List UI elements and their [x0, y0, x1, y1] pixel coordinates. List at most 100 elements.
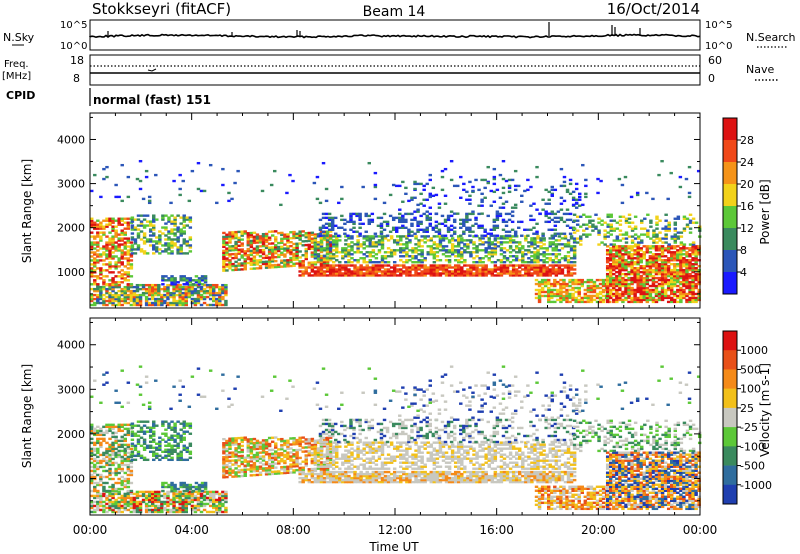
power-cell: [173, 242, 177, 245]
power-cell: [114, 219, 118, 222]
power-cell: [655, 215, 659, 218]
power-cell: [190, 297, 195, 301]
power-cell: [670, 288, 674, 292]
power-cell: [691, 298, 695, 302]
power-cell: [225, 237, 229, 240]
power-cell: [246, 234, 251, 237]
power-cell: [114, 261, 118, 264]
power-cell: [438, 243, 443, 246]
power-cell: [621, 264, 625, 268]
power-cell: [645, 270, 650, 274]
power-cell: [426, 268, 430, 271]
power-cell: [255, 253, 260, 256]
power-cell: [527, 264, 531, 267]
power-cell: [475, 245, 479, 248]
power-cell: [117, 285, 121, 289]
colorbar-swatch: [723, 272, 737, 295]
power-cell: [405, 268, 409, 271]
power-cell: [316, 243, 321, 246]
power-cell: [472, 272, 476, 275]
power-cell: [566, 274, 571, 277]
power-cell: [188, 236, 193, 239]
power-cell: [584, 178, 588, 182]
power-cell: [126, 239, 131, 242]
power-cell: [155, 218, 159, 221]
power-cell: [356, 249, 360, 252]
power-cell: [417, 274, 421, 277]
power-cell: [212, 289, 216, 293]
power-cell: [173, 220, 177, 223]
velocity-cell: [108, 429, 112, 433]
power-cell: [609, 213, 613, 216]
power-cell: [589, 294, 594, 298]
power-cell: [660, 261, 665, 264]
power-cell: [618, 263, 622, 266]
power-cell: [615, 264, 619, 268]
power-cell: [237, 264, 241, 267]
power-cell: [492, 175, 497, 179]
power-cell: [595, 292, 600, 296]
power-cell: [618, 215, 623, 218]
power-cell: [460, 251, 464, 254]
power-cell: [504, 230, 509, 233]
power-cell: [270, 246, 275, 249]
power-cell: [179, 275, 183, 278]
power-cell: [688, 296, 692, 300]
power-cell: [642, 278, 647, 282]
power-cell: [252, 249, 257, 252]
velocity-cell: [196, 504, 201, 508]
power-cell: [374, 245, 379, 248]
power-cell: [654, 259, 659, 262]
velocity-cell: [212, 500, 216, 504]
power-cell: [179, 232, 183, 235]
power-cell: [321, 234, 326, 237]
velocity-cell: [151, 504, 155, 508]
power-cell: [410, 196, 414, 199]
power-cell: [123, 247, 127, 250]
power-cell: [166, 285, 170, 289]
power-cell: [537, 292, 542, 296]
power-cell: [640, 227, 644, 230]
power-cell: [444, 249, 449, 252]
power-cell: [499, 270, 504, 273]
power-cell: [645, 247, 650, 250]
power-cell: [605, 257, 610, 260]
power-cell: [240, 264, 244, 267]
power-cell: [111, 281, 115, 284]
power-cell: [90, 223, 94, 226]
power-cell: [325, 230, 330, 233]
power-cell: [664, 229, 668, 232]
power-cell: [511, 239, 516, 242]
power-cell: [135, 287, 140, 291]
power-cell: [346, 234, 350, 237]
power-cell: [414, 255, 418, 258]
power-cell: [167, 279, 171, 282]
velocity-cell: [102, 431, 106, 435]
velocity-cell: [175, 510, 179, 514]
power-cell: [383, 255, 388, 258]
velocity-cell: [96, 508, 100, 512]
power-cell: [411, 247, 415, 250]
power-cell: [327, 212, 332, 216]
velocity-cell: [93, 510, 97, 514]
power-cell: [450, 270, 455, 273]
power-cell: [316, 245, 321, 248]
power-cell: [572, 245, 577, 248]
power-cell: [697, 274, 701, 278]
power-cell: [102, 299, 106, 303]
power-cell: [371, 272, 376, 275]
power-cell: [158, 230, 162, 233]
power-cell: [208, 297, 213, 301]
power-cell: [111, 299, 115, 303]
power-cell: [371, 245, 376, 248]
velocity-cell: [123, 483, 127, 487]
power-cell: [167, 252, 171, 255]
power-cell: [457, 261, 461, 264]
power-cell: [673, 217, 678, 220]
velocity-cell: [147, 496, 152, 500]
power-cell: [618, 288, 622, 292]
power-cell: [648, 245, 653, 248]
power-cell: [518, 270, 522, 273]
power-cell: [341, 255, 345, 258]
power-cell: [450, 274, 455, 277]
